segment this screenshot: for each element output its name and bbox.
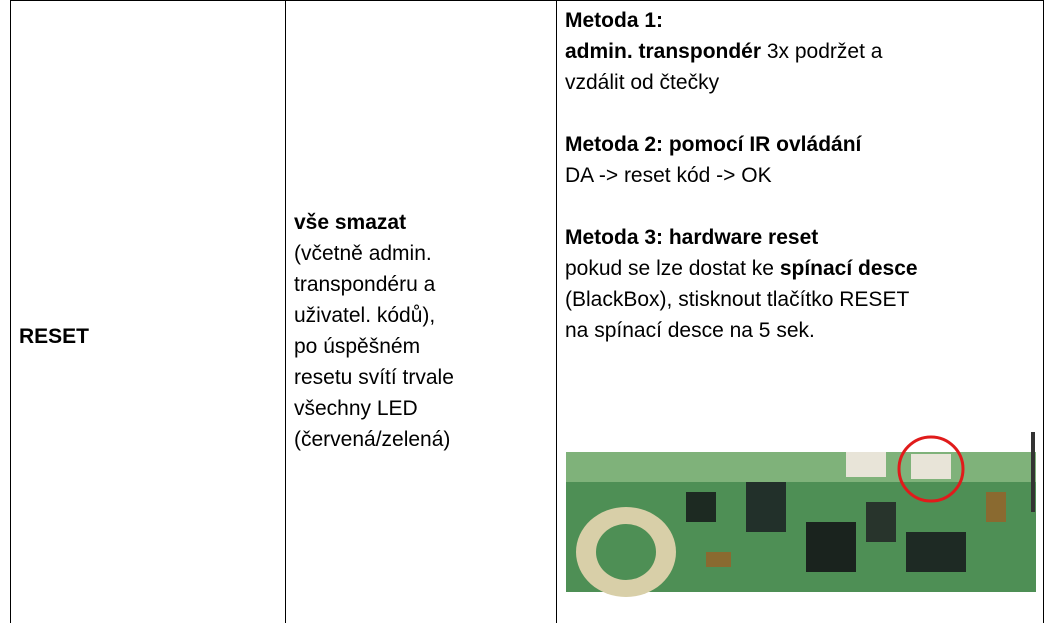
text-run: Metoda 3: hardware reset	[565, 226, 819, 249]
text-line: transpondéru a	[294, 269, 548, 300]
text-line: na spínací desce na 5 sek.	[565, 315, 1035, 346]
text-line: pokud se lze dostat ke spínací desce	[565, 253, 1035, 284]
board-edge	[566, 452, 1036, 482]
board-edge-dark	[1031, 432, 1035, 512]
text-line: resetu svítí trvale	[294, 362, 548, 393]
text-run: (včetně admin.	[294, 242, 432, 265]
component	[706, 552, 731, 567]
text-run: všechny LED	[294, 397, 418, 420]
table-cell: vše smazat (včetně admin. transpondéru a už…	[285, 0, 557, 623]
component	[746, 482, 786, 532]
text-run: spínací desce	[779, 257, 918, 280]
paragraph: Metoda 2: pomocí IR ovládání DA -> reset …	[565, 129, 1035, 191]
text-line: vzdálit od čtečky	[565, 67, 1035, 98]
button	[846, 452, 886, 477]
text-line: po úspěšném	[294, 331, 548, 362]
text-line: vše smazat	[294, 207, 548, 238]
text-run: pokud se lze dostat ke	[565, 257, 780, 280]
component	[906, 532, 966, 572]
text-run: uživatel. kódů),	[294, 304, 436, 327]
text-run: (BlackBox), stisknout tlačítko RESET	[565, 288, 910, 311]
text-line: RESET	[19, 321, 277, 352]
circuit-board-photo	[566, 432, 1036, 597]
text-run: RESET	[19, 324, 90, 348]
text-run: transpondéru a	[294, 273, 436, 296]
text-line: Metoda 2: pomocí IR ovládání	[565, 129, 1035, 160]
text-line: admin. transpondér 3x podržet a	[565, 36, 1035, 67]
component	[806, 522, 856, 572]
reset-button	[911, 454, 951, 479]
paragraph: Metoda 3: hardware reset pokud se lze dos…	[565, 222, 1035, 346]
text-run: admin. transpondér	[565, 40, 762, 63]
text-run: resetu svítí trvale	[294, 366, 454, 389]
text-line: (BlackBox), stisknout tlačítko RESET	[565, 284, 1035, 315]
highlight-circle	[897, 435, 965, 503]
text-run: (červená/zelená)	[294, 428, 451, 451]
text-line: Metoda 3: hardware reset	[565, 222, 1035, 253]
text-run: po úspěšném	[294, 335, 421, 358]
component	[686, 492, 716, 522]
wire-coil-inner	[596, 524, 656, 580]
text-run: Metoda 1:	[565, 9, 664, 32]
text-line: (červená/zelená)	[294, 424, 548, 455]
component	[866, 502, 896, 542]
table-cell: RESET	[10, 0, 286, 623]
text-line: uživatel. kódů),	[294, 300, 548, 331]
paragraph: Metoda 1: admin. transpondér 3x podržet a…	[565, 5, 1035, 98]
paragraph: vše smazat (včetně admin. transpondéru a už…	[294, 207, 548, 455]
text-line: DA -> reset kód -> OK	[565, 160, 1035, 191]
text-run: vše smazat	[294, 211, 407, 234]
paragraph: RESET	[19, 321, 277, 352]
text-line: Metoda 1:	[565, 5, 1035, 36]
component	[986, 492, 1006, 522]
text-run: na spínací desce na 5 sek.	[565, 319, 815, 342]
text-run: DA -> reset kód -> OK	[565, 164, 772, 187]
text-line: všechny LED	[294, 393, 548, 424]
text-line: (včetně admin.	[294, 238, 548, 269]
text-run: vzdálit od čtečky	[565, 71, 720, 94]
text-run: 3x podržet a	[761, 40, 883, 63]
text-run: Metoda 2: pomocí IR ovládání	[565, 133, 862, 156]
